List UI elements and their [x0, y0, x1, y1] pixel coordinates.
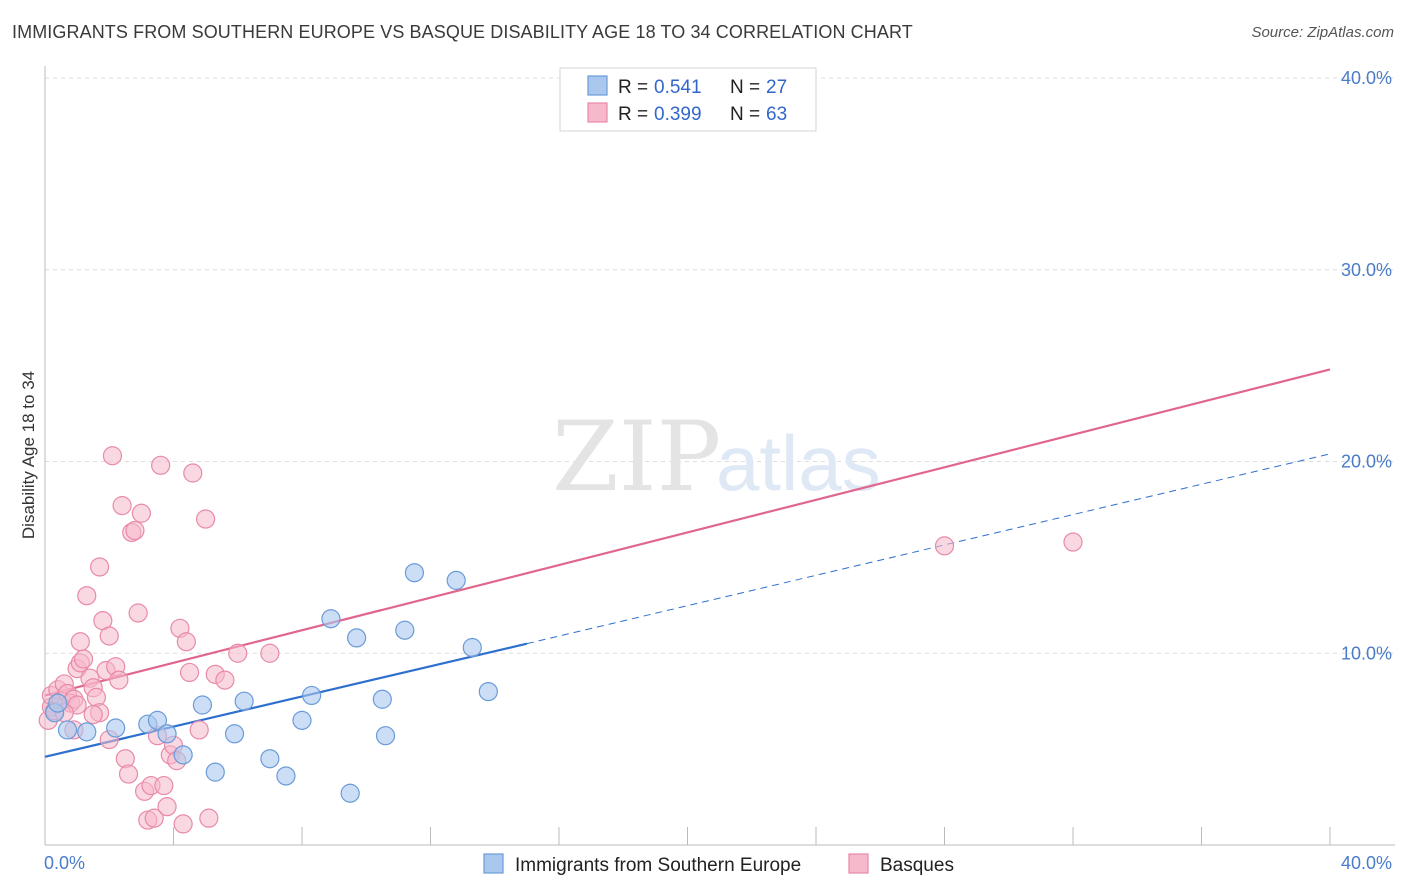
y-tick-label: 10.0% [1341, 643, 1392, 663]
chart-title: IMMIGRANTS FROM SOUTHERN EUROPE VS BASQU… [12, 22, 913, 42]
point-basques [77, 586, 97, 606]
trend-line-blue [44, 642, 528, 758]
point-basques [260, 643, 280, 663]
point-basques [157, 797, 177, 817]
point-southern-europe [478, 681, 498, 702]
point-southern-europe [224, 724, 245, 744]
legend-n-label-1: N = [730, 77, 760, 98]
legend-r-label-1: R = [618, 77, 648, 98]
legend-r-value-1: 0.541 [654, 77, 702, 98]
point-southern-europe [276, 766, 296, 786]
point-basques [70, 632, 90, 652]
source-label: Source: ZipAtlas.com [1251, 24, 1394, 41]
point-southern-europe [462, 637, 482, 658]
legend-swatch-pink [587, 102, 608, 123]
point-basques [83, 705, 103, 725]
legend-swatch-blue [587, 75, 608, 96]
point-basques [109, 670, 129, 690]
point-basques [183, 463, 203, 483]
point-basques [228, 643, 248, 663]
trend-line-pink [44, 368, 1331, 697]
point-basques [196, 509, 216, 529]
data-points [38, 446, 1083, 834]
y-tick-label: 20.0% [1341, 452, 1392, 472]
point-southern-europe [147, 710, 168, 730]
point-southern-europe [157, 724, 177, 744]
bottom-legend-swatch-blue [483, 853, 504, 874]
point-basques [934, 536, 955, 556]
legend-n-value-1: 27 [766, 77, 787, 98]
gridlines [45, 77, 1395, 654]
watermark-zip: ZIP [552, 401, 721, 513]
point-southern-europe [77, 722, 97, 742]
legend-r-label-2: R = [618, 104, 648, 125]
legend-n-label-2: N = [730, 104, 760, 125]
point-southern-europe [395, 620, 415, 640]
x-tick-label: 0.0% [44, 853, 85, 873]
point-southern-europe [446, 570, 466, 590]
point-southern-europe [372, 689, 392, 709]
point-basques [125, 520, 145, 541]
trend-lines [44, 368, 1331, 758]
point-southern-europe [375, 726, 396, 746]
point-southern-europe [260, 749, 280, 769]
point-basques [154, 775, 174, 796]
point-southern-europe [48, 693, 68, 713]
correlation-legend: R = 0.541 N = 27 R = 0.399 N = 63 [559, 67, 817, 132]
watermark-atlas: atlas [716, 419, 881, 507]
point-southern-europe [173, 745, 193, 765]
point-southern-europe [347, 628, 367, 648]
point-basques [118, 764, 139, 784]
point-basques [199, 808, 219, 828]
point-southern-europe [292, 710, 312, 730]
point-basques [1063, 532, 1083, 552]
y-tick-labels: 10.0% 20.0% 30.0% 40.0% [1341, 68, 1392, 663]
point-southern-europe [205, 762, 225, 782]
y-axis-label: Disability Age 18 to 34 [19, 371, 38, 539]
y-tick-label: 40.0% [1341, 68, 1392, 88]
point-southern-europe [106, 718, 126, 738]
point-southern-europe [234, 691, 254, 711]
point-basques [179, 662, 200, 683]
point-basques [189, 720, 209, 740]
bottom-legend-label-pink: Basques [880, 855, 954, 876]
point-southern-europe [340, 783, 360, 803]
point-basques [173, 814, 193, 834]
y-tick-label: 30.0% [1341, 260, 1392, 280]
point-basques [112, 496, 132, 516]
trend-line-blue-extension [526, 453, 1331, 645]
point-southern-europe [321, 609, 341, 629]
point-basques [215, 670, 235, 690]
point-basques [151, 455, 171, 475]
bottom-legend-swatch-pink [848, 853, 869, 874]
point-southern-europe [192, 695, 213, 715]
series-legend: Immigrants from Southern Europe Basques [483, 853, 954, 876]
bottom-legend-label-blue: Immigrants from Southern Europe [515, 855, 801, 876]
point-basques [90, 557, 110, 577]
point-southern-europe [57, 720, 78, 740]
point-basques [102, 446, 123, 466]
point-basques [131, 503, 151, 523]
legend-r-value-2: 0.399 [654, 104, 702, 125]
legend-n-value-2: 63 [766, 104, 787, 125]
point-basques [99, 626, 119, 646]
point-basques [144, 808, 164, 828]
point-basques [128, 603, 148, 623]
point-basques [73, 649, 94, 669]
point-basques [176, 632, 196, 652]
point-southern-europe [302, 685, 322, 706]
x-tick-label: 40.0% [1341, 853, 1392, 873]
x-tick-labels: 0.0% 40.0% [44, 853, 1392, 873]
point-southern-europe [404, 563, 425, 583]
